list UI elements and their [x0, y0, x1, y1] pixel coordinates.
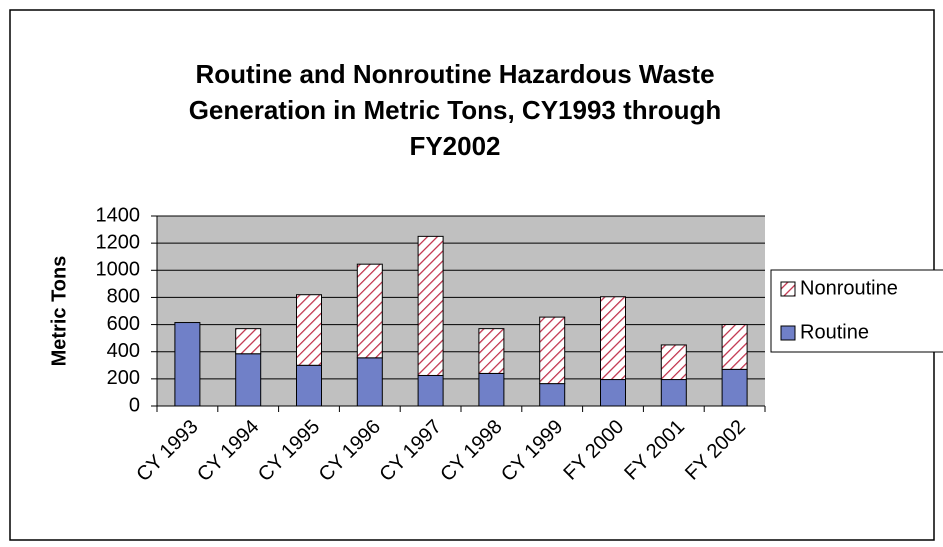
bar-segment — [296, 364, 322, 407]
bar-segment — [660, 379, 687, 407]
y-axis-label: Metric Tons — [48, 256, 70, 367]
bar-segment — [539, 383, 566, 407]
chart-title: Routine and Nonroutine Hazardous Waste G… — [188, 59, 722, 161]
bar-segment — [417, 374, 444, 407]
y-tick-label: 400 — [107, 340, 140, 362]
legend-swatch — [780, 325, 796, 341]
y-tick-label: 0 — [129, 394, 140, 416]
bar-segment — [417, 235, 444, 376]
bar-segment — [356, 263, 383, 359]
bar-segment — [478, 372, 505, 407]
y-tick-label: 600 — [107, 313, 140, 335]
legend-swatch — [780, 281, 796, 297]
legend-label: Routine — [800, 321, 869, 343]
bar-segment — [356, 357, 383, 407]
bar-segment — [600, 296, 626, 381]
bar-segment — [721, 368, 748, 407]
y-tick-label: 800 — [107, 286, 140, 308]
bar-segment — [721, 324, 748, 370]
bar-segment — [478, 328, 505, 374]
legend-label: Nonroutine — [800, 277, 898, 299]
bar-segment — [539, 316, 566, 385]
y-tick-label: 200 — [107, 367, 140, 389]
bar-segment — [600, 379, 626, 407]
y-tick-label: 1400 — [96, 204, 141, 226]
bar-segment — [235, 328, 262, 355]
bar-segment — [174, 322, 201, 407]
bar-segment — [296, 294, 322, 366]
bar-segment — [660, 344, 687, 381]
legend-box — [770, 269, 943, 353]
bar-segment — [235, 353, 262, 407]
y-tick-label: 1200 — [96, 231, 141, 253]
y-tick-label: 1000 — [96, 259, 141, 281]
